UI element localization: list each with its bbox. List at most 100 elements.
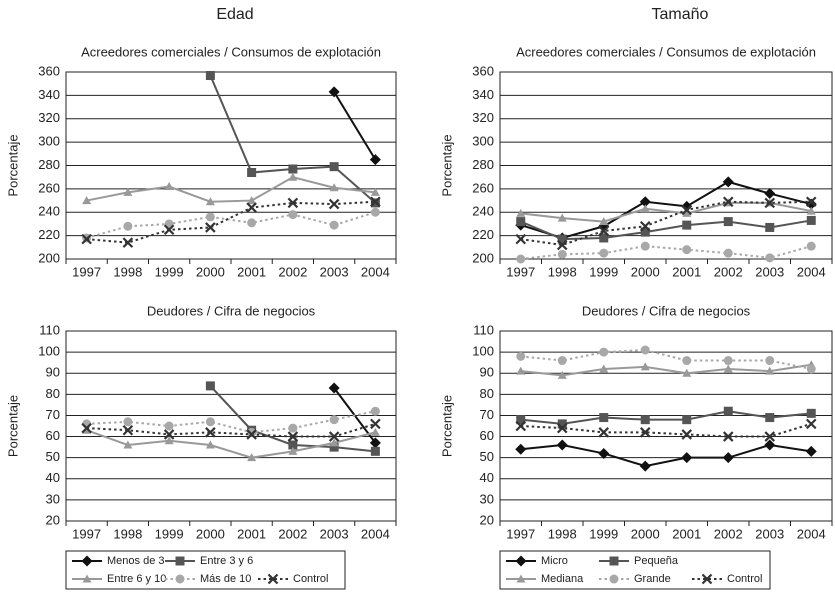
marker: [609, 556, 619, 566]
y-tick-label: 320: [472, 110, 494, 125]
marker: [557, 370, 567, 379]
marker: [557, 419, 567, 429]
marker: [764, 431, 776, 442]
marker: [288, 164, 298, 174]
x-tick-label: 2002: [714, 526, 743, 541]
series-line: [520, 443, 812, 468]
marker: [205, 427, 216, 438]
marker: [205, 440, 215, 449]
x-tick-label: 2001: [672, 264, 701, 279]
marker: [599, 217, 609, 226]
y-tick-label: 20: [480, 512, 494, 527]
marker: [329, 415, 339, 425]
series-line: [520, 410, 812, 425]
marker: [722, 176, 734, 188]
marker: [369, 154, 381, 166]
marker: [764, 188, 776, 200]
legend-label: Micro: [541, 555, 568, 567]
x-tick-label: 2002: [278, 526, 307, 541]
y-tick-label: 100: [472, 344, 494, 359]
marker: [598, 447, 610, 459]
chart-title: Deudores / Cifra de negocios: [147, 303, 316, 318]
marker: [765, 222, 775, 232]
series-line: [520, 363, 812, 377]
marker: [681, 429, 693, 440]
x-tick-label: 2000: [631, 264, 660, 279]
x-tick-label: 1998: [113, 526, 142, 541]
marker: [247, 453, 257, 462]
marker: [639, 460, 651, 472]
marker: [806, 215, 816, 225]
y-tick-label: 110: [39, 322, 60, 337]
legend-label: Entre 3 y 6: [200, 555, 253, 567]
column-header: Edad: [216, 6, 253, 23]
marker: [516, 415, 526, 425]
marker: [328, 382, 340, 394]
marker: [805, 418, 817, 430]
y-tick-label: 50: [46, 449, 60, 464]
marker: [805, 198, 817, 210]
marker: [806, 241, 816, 251]
series-line: [520, 245, 812, 260]
marker: [681, 200, 693, 212]
x-tick-label: 1999: [155, 526, 184, 541]
series-line: [520, 200, 812, 246]
marker: [328, 198, 340, 210]
y-tick-label: 30: [480, 491, 494, 506]
marker: [599, 364, 609, 373]
legend-label: Pequeña: [634, 555, 679, 567]
marker: [122, 424, 134, 436]
x-tick-label: 1998: [548, 264, 577, 279]
legend-label: Entre 6 y 10: [107, 573, 166, 585]
x-tick-label: 1999: [589, 264, 618, 279]
y-tick-label: 300: [472, 134, 494, 149]
marker: [682, 208, 692, 217]
marker: [515, 420, 527, 432]
marker: [328, 431, 340, 442]
marker: [722, 452, 734, 464]
chart-title: Acreedores comerciales / Consumos de exp…: [81, 44, 381, 59]
marker: [722, 431, 734, 442]
series-line: [520, 180, 812, 240]
marker: [516, 351, 526, 361]
x-tick-label: 1997: [506, 526, 535, 541]
marker: [246, 429, 257, 440]
x-tick-label: 2002: [714, 264, 743, 279]
marker: [328, 86, 340, 98]
marker: [163, 429, 175, 440]
x-tick-label: 1997: [72, 526, 101, 541]
chart-title: Deudores / Cifra de negocios: [582, 303, 751, 318]
y-tick-label: 300: [38, 134, 60, 149]
marker: [329, 220, 339, 230]
y-tick-label: 200: [472, 250, 494, 265]
marker: [765, 413, 775, 423]
marker: [370, 418, 381, 430]
series-line: [86, 200, 376, 244]
marker: [599, 248, 609, 258]
marker: [515, 443, 527, 455]
series-line: [86, 211, 376, 239]
y-tick-label: 320: [38, 110, 60, 125]
x-tick-label: 1997: [72, 264, 101, 279]
marker: [682, 220, 692, 230]
marker: [329, 162, 339, 172]
marker: [288, 446, 298, 455]
marker: [329, 442, 339, 452]
marker: [175, 574, 185, 584]
marker: [267, 573, 279, 585]
marker: [599, 413, 609, 423]
marker: [370, 406, 380, 416]
x-tick-label: 2000: [196, 526, 225, 541]
marker: [599, 233, 609, 243]
marker: [682, 368, 692, 377]
x-tick-label: 2003: [755, 526, 784, 541]
marker: [723, 356, 733, 366]
marker: [287, 431, 299, 442]
y-tick-label: 100: [38, 344, 60, 359]
marker: [205, 197, 215, 206]
marker: [516, 366, 526, 375]
y-tick-label: 80: [46, 386, 60, 401]
y-tick-label: 20: [46, 512, 60, 527]
legend-label: Control: [727, 573, 762, 585]
marker: [682, 415, 692, 425]
